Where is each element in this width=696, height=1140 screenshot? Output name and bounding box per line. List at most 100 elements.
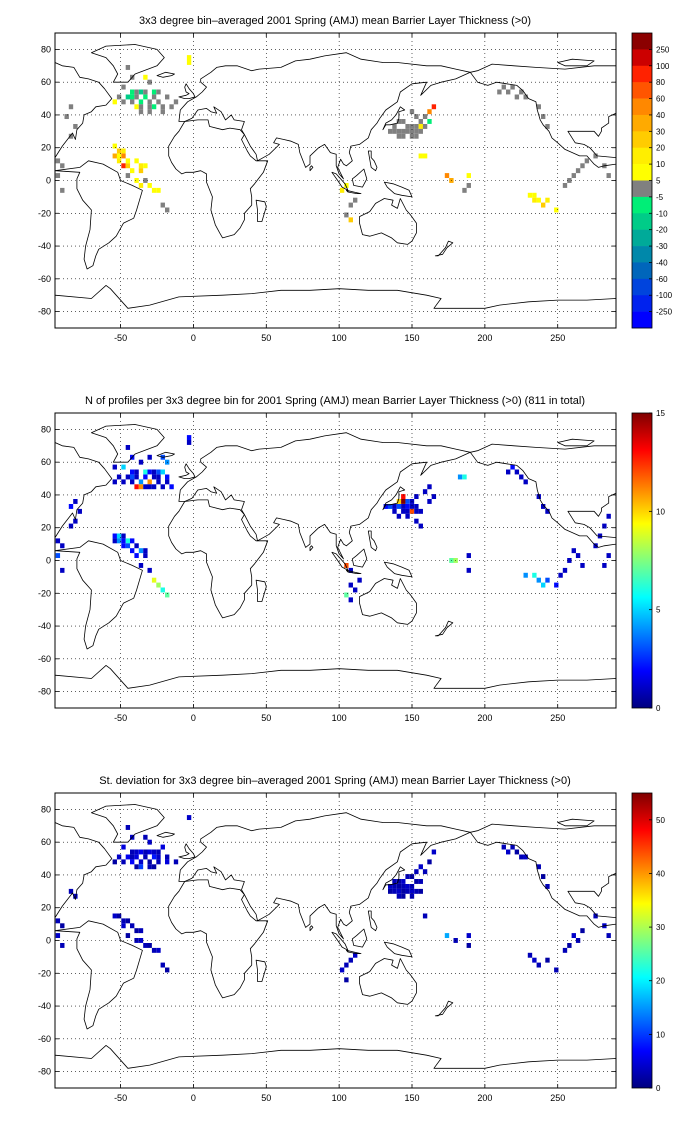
data-cell — [165, 207, 170, 213]
data-cell — [160, 587, 165, 593]
y-tick-label: -20 — [38, 208, 51, 218]
y-tick-label: -40 — [38, 1001, 51, 1011]
data-cell — [575, 168, 581, 174]
data-cell — [405, 499, 410, 504]
x-tick-label: 250 — [550, 333, 565, 343]
coastline — [178, 83, 196, 99]
data-cell — [112, 479, 117, 485]
colorbar-label: -20 — [656, 226, 668, 235]
data-cell — [130, 859, 135, 865]
data-cell — [73, 518, 78, 524]
coastline — [255, 959, 267, 982]
data-cell — [401, 494, 406, 500]
x-tick-label: 250 — [550, 1093, 565, 1103]
data-cell — [519, 474, 524, 480]
colorbar-label: 10 — [656, 1030, 665, 1039]
data-cell — [143, 484, 148, 490]
data-cell — [156, 854, 161, 860]
data-cell — [125, 825, 131, 830]
data-cell — [160, 109, 165, 115]
data-cell — [344, 977, 349, 983]
data-cell — [541, 874, 546, 880]
data-cell — [396, 513, 402, 519]
colorbar-label: 10 — [656, 160, 665, 169]
data-cell — [165, 854, 170, 860]
x-tick-label: 200 — [477, 713, 492, 723]
data-cell — [138, 479, 144, 485]
coastline — [55, 62, 113, 158]
data-cell — [116, 533, 122, 539]
colorbar-label: 40 — [656, 111, 665, 120]
y-tick-label: 60 — [41, 457, 51, 467]
colorbar-segment — [632, 278, 652, 296]
data-cell — [151, 849, 157, 855]
data-cell — [130, 854, 135, 860]
colorbar-label: 100 — [656, 62, 670, 71]
data-cell — [532, 197, 537, 203]
data-cell — [60, 543, 65, 549]
colorbar-segment — [632, 246, 652, 263]
x-tick-label: 0 — [191, 1093, 196, 1103]
colorbar-label: 30 — [656, 127, 665, 136]
data-cell — [121, 479, 126, 485]
data-cell — [147, 79, 152, 85]
data-cell — [409, 508, 415, 514]
coastline — [469, 443, 616, 548]
data-cell — [134, 928, 139, 934]
panel-1-coastlines — [55, 44, 616, 328]
data-cell — [567, 178, 572, 183]
coastline — [359, 958, 417, 1005]
data-cell — [344, 563, 349, 568]
coastline — [168, 879, 269, 999]
y-tick-label: -80 — [38, 687, 51, 697]
y-tick-label: 20 — [41, 523, 51, 533]
data-cell — [444, 933, 450, 939]
data-cell — [73, 124, 78, 129]
panel-3-grid — [55, 793, 616, 1088]
y-tick-label: 20 — [41, 143, 51, 153]
y-tick-label: 40 — [41, 110, 51, 120]
data-cell — [112, 538, 117, 544]
data-cell — [545, 957, 550, 963]
data-cell — [401, 499, 406, 504]
colorbar-label: 60 — [656, 95, 665, 104]
data-cell — [510, 844, 515, 850]
coastline — [367, 910, 378, 932]
data-cell — [165, 859, 170, 865]
data-cell — [121, 918, 126, 924]
data-cell — [138, 183, 144, 188]
data-cell — [580, 563, 585, 568]
data-cell — [353, 587, 358, 593]
colorbar-label: 40 — [656, 869, 665, 878]
coastline — [359, 198, 417, 245]
y-tick-label: 0 — [46, 176, 51, 186]
data-cell — [134, 89, 139, 95]
data-cell — [575, 553, 581, 559]
coastline — [55, 540, 143, 650]
coastline — [359, 578, 417, 625]
data-cell — [138, 163, 144, 169]
data-cell — [121, 844, 126, 850]
data-cell — [418, 119, 423, 124]
data-cell — [431, 849, 437, 855]
coastline — [557, 818, 595, 827]
data-cell — [431, 494, 437, 500]
data-cell — [151, 94, 157, 100]
data-cell — [348, 582, 353, 588]
data-cell — [414, 879, 419, 884]
data-cell — [392, 508, 397, 514]
coastline — [55, 665, 616, 708]
data-cell — [138, 104, 144, 110]
data-cell — [116, 158, 122, 164]
data-cell — [112, 143, 117, 149]
data-cell — [55, 158, 61, 164]
data-cell — [138, 859, 144, 865]
data-cell — [571, 548, 576, 554]
data-cell — [134, 938, 139, 943]
data-cell — [396, 119, 402, 124]
data-cell — [396, 884, 402, 889]
coastline — [557, 438, 595, 447]
data-cell — [143, 89, 148, 95]
y-tick-label: -60 — [38, 274, 51, 284]
